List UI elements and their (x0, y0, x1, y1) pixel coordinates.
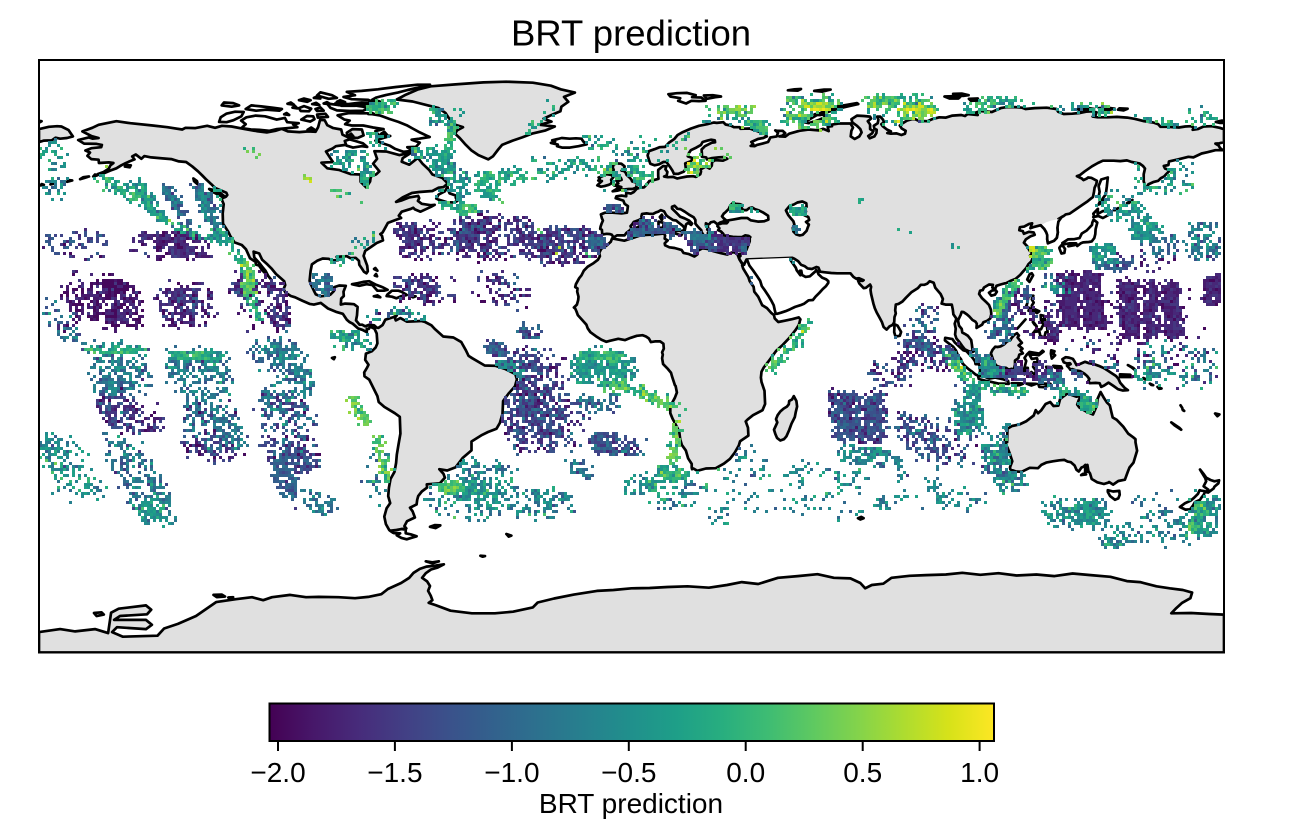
svg-text:−1.0: −1.0 (484, 757, 539, 788)
svg-text:−1.5: −1.5 (367, 757, 422, 788)
svg-text:−0.5: −0.5 (601, 757, 656, 788)
svg-text:0.0: 0.0 (726, 757, 765, 788)
svg-text:BRT prediction: BRT prediction (511, 13, 751, 54)
svg-text:BRT prediction: BRT prediction (539, 788, 723, 819)
svg-text:1.0: 1.0 (960, 757, 999, 788)
svg-text:0.5: 0.5 (843, 757, 882, 788)
svg-text:−2.0: −2.0 (250, 757, 305, 788)
